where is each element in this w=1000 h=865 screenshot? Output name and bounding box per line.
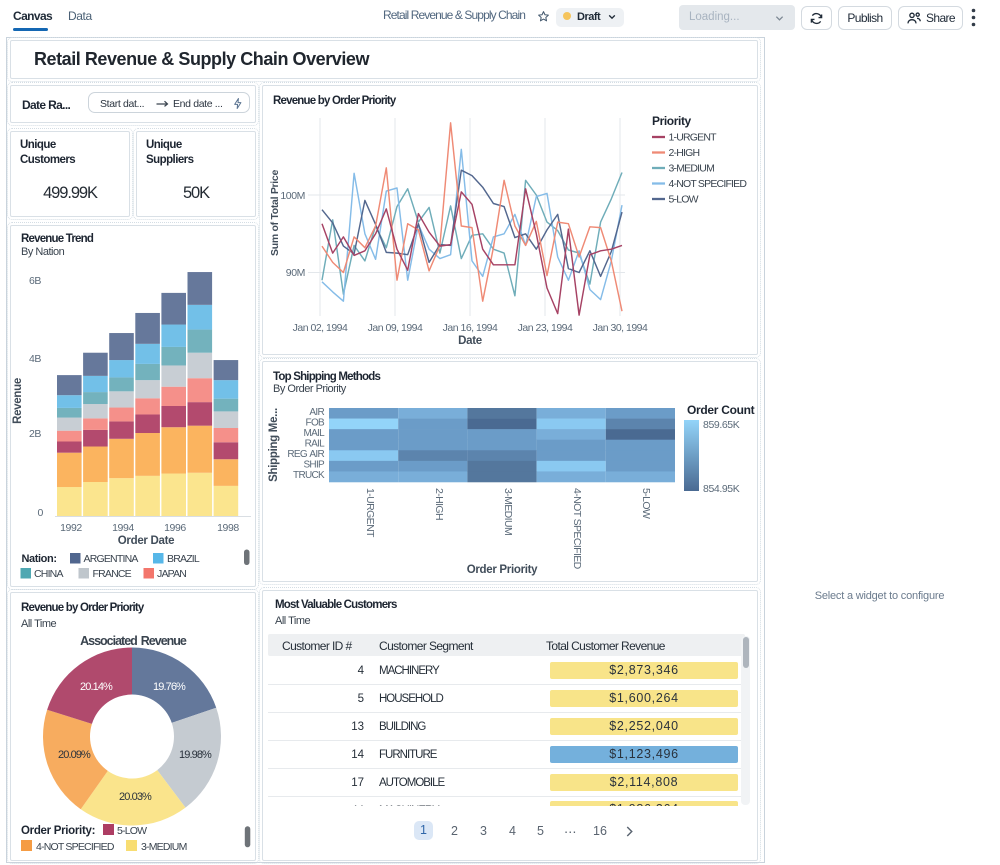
svg-text:1-URGENT: 1-URGENT <box>364 488 376 538</box>
svg-text:MAIL: MAIL <box>303 428 325 439</box>
svg-text:BRAZIL: BRAZIL <box>167 553 200 565</box>
svg-text:4B: 4B <box>29 353 41 365</box>
svg-text:1-URGENT: 1-URGENT <box>669 132 718 144</box>
svg-text:20.14%: 20.14% <box>80 681 113 693</box>
svg-text:20.03%: 20.03% <box>119 791 152 803</box>
svg-text:ARGENTINA: ARGENTINA <box>84 553 139 565</box>
svg-text:90M: 90M <box>286 267 305 279</box>
svg-text:20.09%: 20.09% <box>58 749 91 761</box>
svg-text:3-MEDIUM: 3-MEDIUM <box>502 488 514 535</box>
svg-text:All Time: All Time <box>21 618 57 630</box>
svg-text:Sum of Total Price: Sum of Total Price <box>269 170 281 256</box>
svg-text:19.98%: 19.98% <box>179 749 212 761</box>
svg-text:1994: 1994 <box>112 522 134 534</box>
svg-text:JAPAN: JAPAN <box>157 568 186 580</box>
svg-text:Associated Revenue: Associated Revenue <box>80 634 187 648</box>
svg-text:1992: 1992 <box>60 522 82 534</box>
svg-text:Order Date: Order Date <box>118 535 174 547</box>
svg-text:FRANCE: FRANCE <box>93 568 132 580</box>
svg-text:859.65K: 859.65K <box>703 419 740 431</box>
svg-text:Shipping Me...: Shipping Me... <box>268 408 280 482</box>
svg-text:CHINA: CHINA <box>34 568 63 580</box>
svg-text:By Order Priority: By Order Priority <box>273 383 347 395</box>
svg-text:AIR: AIR <box>309 407 324 418</box>
svg-text:Jan 02, 1994: Jan 02, 1994 <box>293 322 348 334</box>
svg-text:0: 0 <box>38 507 44 519</box>
svg-text:3-MEDIUM: 3-MEDIUM <box>141 841 187 853</box>
svg-text:Jan 16, 1994: Jan 16, 1994 <box>443 322 498 334</box>
svg-text:Order Priority: Order Priority <box>467 564 538 576</box>
svg-text:Order Priority:: Order Priority: <box>21 825 95 837</box>
svg-text:Jan 09, 1994: Jan 09, 1994 <box>368 322 423 334</box>
svg-text:2-HIGH: 2-HIGH <box>433 488 445 520</box>
svg-text:4-NOT SPECIFIED: 4-NOT SPECIFIED <box>571 488 583 570</box>
svg-text:Top Shipping Methods: Top Shipping Methods <box>273 371 380 383</box>
svg-text:Revenue: Revenue <box>12 378 24 424</box>
svg-text:2-HIGH: 2-HIGH <box>669 147 700 159</box>
svg-text:5-LOW: 5-LOW <box>117 825 147 837</box>
svg-text:REG AIR: REG AIR <box>287 449 324 460</box>
svg-text:Nation:: Nation: <box>22 553 57 565</box>
svg-text:19.76%: 19.76% <box>153 681 186 693</box>
svg-text:By Nation: By Nation <box>21 246 65 258</box>
svg-text:Date: Date <box>458 335 482 347</box>
svg-text:100M: 100M <box>280 190 305 202</box>
svg-text:Revenue by Order Priority: Revenue by Order Priority <box>273 95 397 107</box>
svg-text:1998: 1998 <box>217 522 239 534</box>
svg-text:Jan 30, 1994: Jan 30, 1994 <box>593 322 648 334</box>
svg-text:TRUCK: TRUCK <box>293 470 325 481</box>
svg-text:5-LOW: 5-LOW <box>640 488 652 519</box>
svg-text:SHIP: SHIP <box>303 460 325 471</box>
svg-text:4-NOT SPECIFIED: 4-NOT SPECIFIED <box>669 178 748 190</box>
svg-text:1996: 1996 <box>164 522 186 534</box>
svg-text:Revenue Trend: Revenue Trend <box>21 233 94 245</box>
svg-text:Priority: Priority <box>652 114 692 128</box>
svg-text:Revenue by Order Priority: Revenue by Order Priority <box>21 602 145 614</box>
svg-text:Jan 23, 1994: Jan 23, 1994 <box>518 322 573 334</box>
svg-text:6B: 6B <box>29 275 41 287</box>
svg-text:FOB: FOB <box>306 418 325 429</box>
svg-text:3-MEDIUM: 3-MEDIUM <box>669 163 715 175</box>
svg-text:854.95K: 854.95K <box>703 483 740 495</box>
svg-text:Order Count: Order Count <box>687 403 755 417</box>
svg-text:4-NOT SPECIFIED: 4-NOT SPECIFIED <box>36 841 115 853</box>
svg-text:2B: 2B <box>29 428 41 440</box>
svg-text:RAIL: RAIL <box>305 439 326 450</box>
svg-text:5-LOW: 5-LOW <box>669 194 699 206</box>
